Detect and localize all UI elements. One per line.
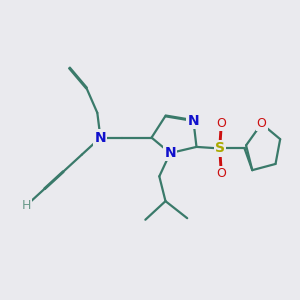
Text: N: N — [94, 130, 106, 145]
Text: O: O — [216, 167, 226, 180]
Text: S: S — [215, 142, 225, 155]
Text: H: H — [21, 199, 31, 212]
Text: O: O — [256, 117, 266, 130]
Text: N: N — [188, 114, 199, 128]
Text: N: N — [164, 146, 176, 160]
Text: O: O — [216, 117, 226, 130]
